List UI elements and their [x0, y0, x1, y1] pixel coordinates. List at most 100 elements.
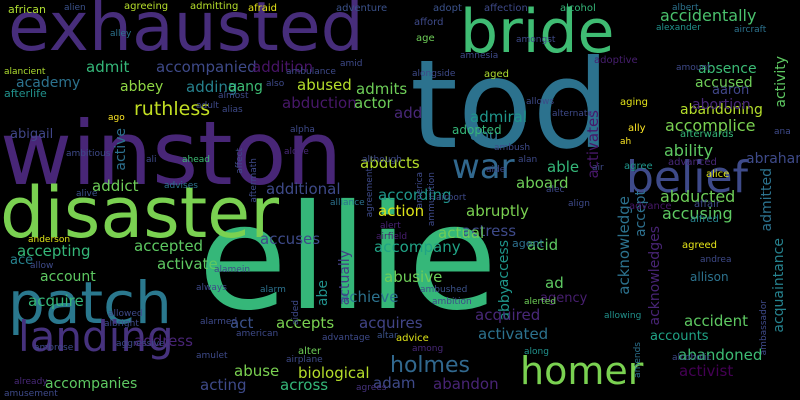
cloud-word: ruthless [134, 98, 211, 120]
cloud-word: able [547, 158, 580, 176]
cloud-word: abduction [282, 94, 357, 112]
cloud-word: abandoning [680, 102, 763, 118]
cloud-word: abandoned [678, 346, 763, 364]
cloud-word: air [592, 163, 604, 173]
cloud-word: adding [186, 78, 238, 96]
cloud-word: altar [377, 331, 398, 341]
cloud-word: admitting [190, 1, 239, 12]
cloud-word: anderson [28, 235, 71, 245]
cloud-word: abu [470, 126, 499, 144]
cloud-word: agency [540, 291, 588, 306]
cloud-word: agree [624, 161, 653, 172]
cloud-word: ally [628, 123, 646, 134]
cloud-word: aggressive [116, 339, 165, 349]
cloud-word: acid [527, 236, 559, 254]
cloud-word: abducts [360, 154, 420, 172]
cloud-word: activate [157, 255, 218, 273]
cloud-word: patch [8, 269, 172, 337]
cloud-word: abused [297, 76, 352, 94]
cloud-word: adoptive [594, 55, 638, 66]
cloud-word: across [280, 376, 329, 394]
cloud-word: albright [104, 319, 139, 329]
cloud-word: addition [252, 58, 314, 76]
cloud-word: agreement [365, 168, 375, 218]
cloud-word: ali [146, 155, 157, 165]
cloud-word: alley [110, 29, 132, 39]
cloud-word: alexander [656, 23, 701, 33]
cloud-word: aged [484, 69, 509, 80]
cloud-word: admiral [470, 108, 528, 126]
cloud-word: adult [196, 101, 219, 111]
cloud-word: ago [108, 113, 125, 123]
cloud-word: accept [633, 190, 649, 237]
cloud-word: abruptly [466, 202, 529, 220]
cloud-word: african [8, 3, 46, 16]
cloud-word: allows [526, 97, 555, 107]
cloud-word: holmes [390, 353, 470, 378]
cloud-word: ambulance [286, 67, 336, 77]
cloud-word: almost [218, 91, 249, 101]
cloud-word: abuse [234, 362, 280, 380]
cloud-word: although [362, 155, 402, 165]
cloud-word: ad [545, 274, 564, 292]
cloud-word: alarmed [200, 317, 238, 327]
cloud-word: alert [380, 221, 401, 231]
cloud-word: accuses [260, 230, 321, 248]
cloud-word: admit [86, 58, 130, 76]
cloud-word: according [378, 186, 452, 204]
cloud-word: actress [462, 222, 517, 240]
cloud-word: abigail [10, 127, 54, 142]
cloud-word: abusive [384, 268, 443, 286]
cloud-word: accidentally [660, 6, 757, 25]
cloud-word: abbey [120, 79, 164, 95]
cloud-word: bride [460, 0, 615, 67]
cloud-word: ambush [494, 143, 531, 153]
cloud-word: alien [64, 3, 86, 13]
cloud-word: accident [684, 312, 748, 330]
cloud-word: along [524, 347, 549, 357]
cloud-word: tod [410, 34, 610, 176]
cloud-word: age [416, 33, 435, 44]
cloud-word: allow [30, 261, 54, 271]
cloud-word: access [496, 240, 512, 288]
cloud-word: allison [690, 270, 729, 284]
cloud-word: aboard [516, 174, 569, 192]
cloud-word: activated [478, 325, 549, 343]
cloud-word: always [196, 283, 227, 293]
cloud-word: alamein [214, 265, 251, 275]
cloud-word: acquired [475, 306, 541, 324]
cloud-word: ambitious [66, 149, 111, 159]
cloud-word: winston [0, 102, 343, 205]
cloud-word: ana [774, 127, 791, 137]
cloud-word: airport [436, 193, 467, 203]
cloud-word: amid [340, 59, 363, 69]
cloud-word: additional [266, 180, 341, 198]
cloud-word: acquire [28, 292, 84, 310]
cloud-word: activity [773, 56, 789, 108]
cloud-word: aided [291, 300, 301, 325]
cloud-word: accusing [662, 204, 733, 223]
cloud-word: actually [337, 250, 353, 306]
cloud-word: airplane [286, 355, 323, 365]
cloud-word: accepts [276, 314, 335, 332]
cloud-word: accepted [134, 237, 204, 255]
cloud-word: accused [695, 75, 753, 91]
cloud-word: abe [315, 280, 331, 307]
cloud-word: america [415, 172, 425, 209]
cloud-word: andrea [700, 255, 732, 265]
cloud-word: afterlife [4, 87, 47, 100]
cloud-word: addict [92, 177, 139, 195]
cloud-word: accompanied [156, 58, 257, 76]
cloud-word: alias [222, 105, 243, 115]
cloud-word: ellie [198, 174, 498, 343]
cloud-word: among [412, 344, 444, 354]
cloud-word: aide [486, 165, 506, 175]
cloud-word: advanced [668, 157, 717, 168]
cloud-word: alerted [524, 297, 557, 307]
cloud-word: war [452, 147, 515, 187]
cloud-word: achieve [340, 288, 399, 306]
cloud-word: aging [620, 97, 648, 108]
cloud-word: aaron [712, 83, 750, 98]
cloud-word: alpha [290, 125, 315, 135]
